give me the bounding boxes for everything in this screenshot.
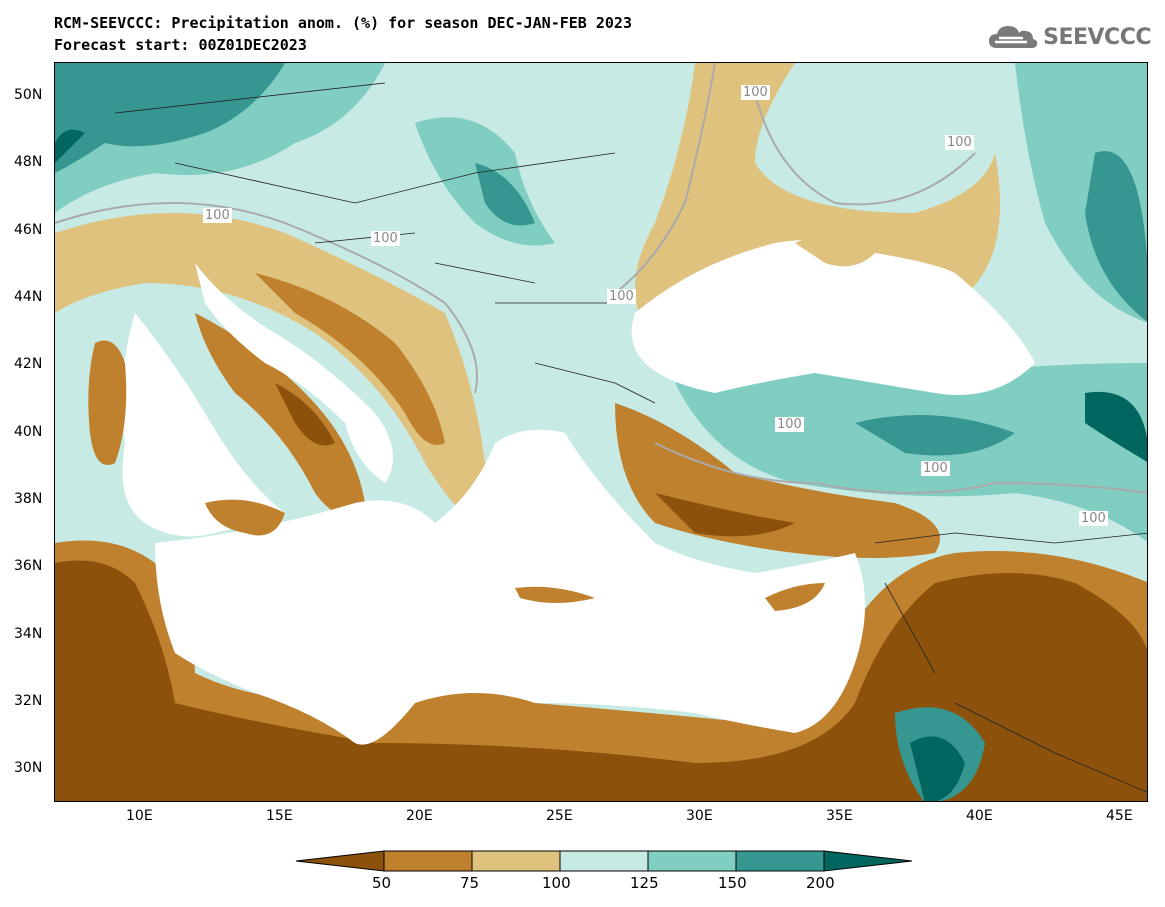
chart-title-line1: RCM-SEEVCCC: Precipitation anom. (%) for… xyxy=(54,14,632,32)
contour-label: 100 xyxy=(607,289,636,304)
lat-tick-label: 42N xyxy=(14,356,43,372)
contour-label: 100 xyxy=(775,417,804,432)
colorbar-label: 100 xyxy=(542,874,571,892)
colorbar-segment xyxy=(647,850,737,872)
contour-label: 100 xyxy=(371,231,400,246)
lat-tick-label: 36N xyxy=(14,558,43,574)
lon-tick-label: 30E xyxy=(686,808,713,824)
lat-tick-label: 44N xyxy=(14,289,43,305)
colorbar-label: 200 xyxy=(806,874,835,892)
chart-title-line2: Forecast start: 00Z01DEC2023 xyxy=(54,36,307,54)
colorbar-segment xyxy=(823,850,912,872)
colorbar xyxy=(296,850,912,872)
logo-text: SEEVCCC xyxy=(1043,24,1151,50)
contour-label: 100 xyxy=(1079,511,1108,526)
contour-label: 100 xyxy=(945,135,974,150)
colorbar-label: 125 xyxy=(630,874,659,892)
cloud-icon xyxy=(989,26,1038,48)
precipitation-anomaly-map: 100 100 100 100 100 100 100 100 xyxy=(54,62,1148,802)
lat-tick-label: 32N xyxy=(14,693,43,709)
colorbar-label: 50 xyxy=(372,874,392,892)
contour-label: 100 xyxy=(741,85,770,100)
contour-label: 100 xyxy=(921,461,950,476)
contour-label: 100 xyxy=(203,208,232,223)
lon-tick-label: 10E xyxy=(126,808,153,824)
colorbar-segment xyxy=(383,850,473,872)
lat-tick-label: 38N xyxy=(14,491,43,507)
lat-tick-label: 40N xyxy=(14,424,43,440)
map-canvas xyxy=(55,63,1147,801)
lat-tick-label: 30N xyxy=(14,760,43,776)
lon-tick-label: 25E xyxy=(546,808,573,824)
colorbar-segment xyxy=(559,850,649,872)
colorbar-segment xyxy=(735,850,825,872)
lat-tick-label: 48N xyxy=(14,154,43,170)
colorbar-label: 150 xyxy=(718,874,747,892)
lat-tick-label: 50N xyxy=(14,87,43,103)
lon-tick-label: 15E xyxy=(266,808,293,824)
lat-tick-label: 34N xyxy=(14,626,43,642)
colorbar-label: 75 xyxy=(460,874,480,892)
lon-tick-label: 40E xyxy=(966,808,993,824)
lat-tick-label: 46N xyxy=(14,222,43,238)
lon-tick-label: 35E xyxy=(826,808,853,824)
colorbar-segment xyxy=(471,850,561,872)
lon-tick-label: 20E xyxy=(406,808,433,824)
seevccc-logo: SEEVCCC xyxy=(987,22,1151,52)
colorbar-segment xyxy=(296,850,385,872)
lon-tick-label: 45E xyxy=(1106,808,1133,824)
